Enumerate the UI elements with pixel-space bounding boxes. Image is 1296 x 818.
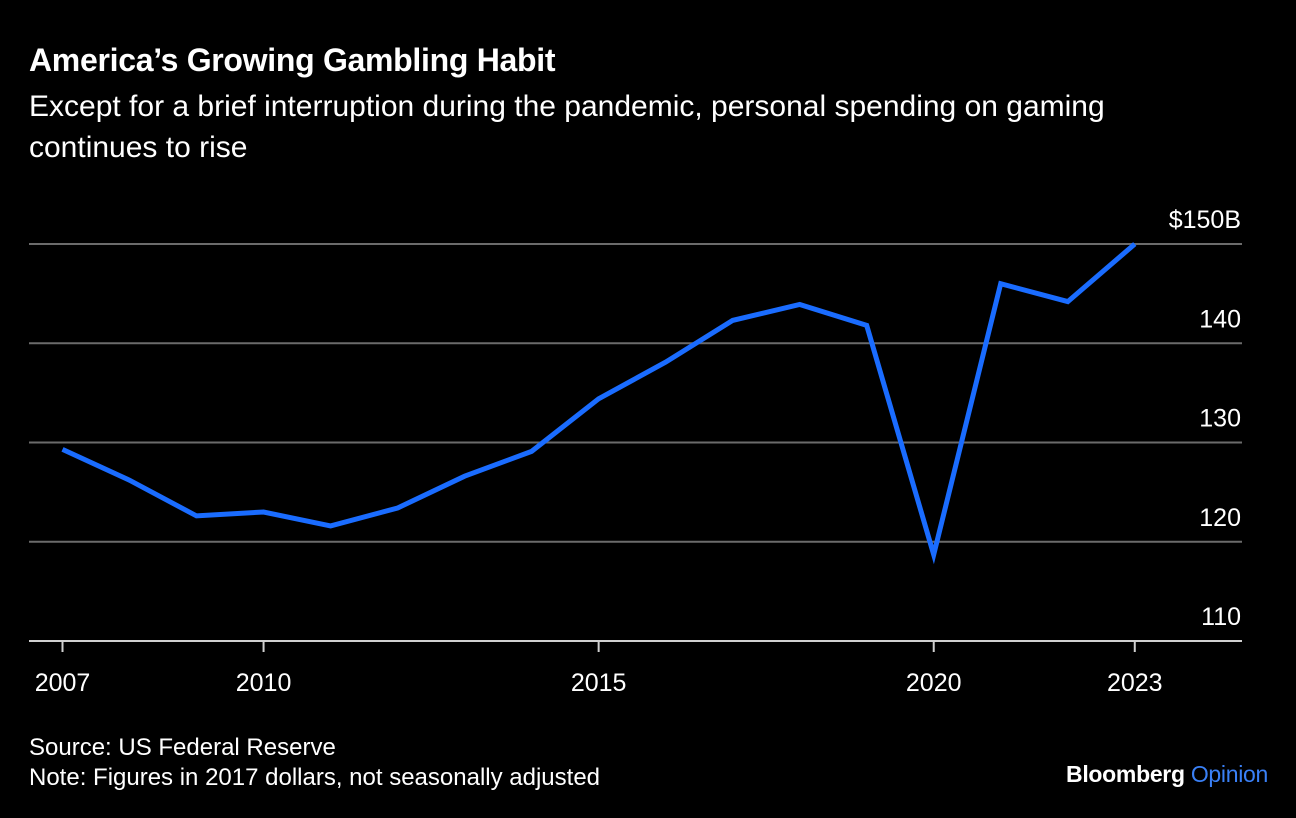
footnote: Note: Figures in 2017 dollars, not seaso…: [29, 764, 601, 791]
x-tick-label-2015: 2015: [571, 669, 627, 697]
y-tick-label-150: $150B: [1169, 206, 1241, 234]
gridlines: [29, 243, 1242, 642]
y-axis: 110 120 130 140 $150B: [1169, 206, 1241, 631]
x-tick-label-2023: 2023: [1107, 669, 1163, 697]
series-line-0: [61, 242, 1137, 565]
x-tick-label-2020: 2020: [906, 669, 962, 697]
brand-main: Bloomberg: [1066, 761, 1185, 787]
y-tick-label-120: 120: [1199, 504, 1241, 532]
y-tick-label-130: 130: [1199, 405, 1241, 433]
brand-logo: Bloomberg Opinion: [1066, 761, 1268, 788]
chart-title: America’s Growing Gambling Habit: [29, 42, 556, 78]
x-tick-label-2010: 2010: [236, 669, 292, 697]
chart-subtitle: Except for a brief interruption during t…: [29, 90, 1105, 164]
x-tick-label-2007: 2007: [35, 669, 91, 697]
series-layer: [61, 242, 1137, 565]
source-note: Source: US Federal Reserve: [29, 734, 336, 761]
y-tick-label-140: 140: [1199, 305, 1241, 333]
y-tick-label-110: 110: [1201, 603, 1241, 631]
brand-accent: Opinion: [1190, 761, 1268, 787]
x-axis: 2007 2010 2015 2020 2023: [35, 641, 1163, 697]
